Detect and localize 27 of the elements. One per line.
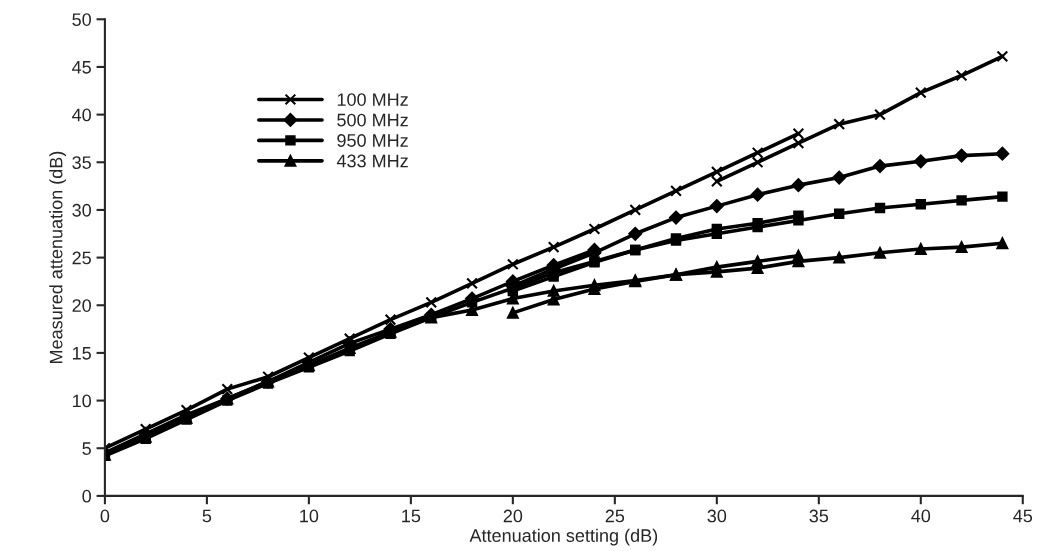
legend-label: 433 MHz bbox=[336, 154, 408, 168]
y-tick-label: 0 bbox=[82, 489, 91, 503]
x-axis-title: Attenuation setting (dB) bbox=[469, 528, 658, 546]
y-tick-label: 10 bbox=[73, 394, 91, 408]
x-tick-label: 5 bbox=[202, 509, 212, 523]
x-tick-label: 0 bbox=[100, 509, 110, 523]
x-tick-label: 25 bbox=[605, 509, 625, 523]
y-tick-label: 35 bbox=[72, 156, 91, 169]
y-tick-label: 25 bbox=[72, 251, 91, 265]
x-tick-label: 45 bbox=[1013, 509, 1033, 523]
x-tick-label: 40 bbox=[911, 509, 931, 523]
x-tick-label: 20 bbox=[503, 509, 523, 523]
y-axis-title: Measured attenuation (dB) bbox=[49, 151, 67, 363]
y-tick-label: 50 bbox=[72, 13, 91, 27]
y-tick-label: 30 bbox=[72, 203, 91, 217]
y-tick-label: 20 bbox=[72, 299, 91, 312]
y-tick-label: 45 bbox=[72, 61, 91, 74]
y-tick-label: 15 bbox=[73, 347, 91, 360]
legend-label: 500 MHz bbox=[337, 113, 408, 127]
y-tick-label: 40 bbox=[72, 108, 91, 122]
x-tick-label: 15 bbox=[402, 509, 421, 523]
legend-label: 950 MHz bbox=[337, 134, 408, 147]
legend-label: 100 MHz bbox=[337, 93, 408, 106]
x-tick-label: 35 bbox=[809, 509, 829, 523]
x-tick-label: 30 bbox=[707, 509, 727, 523]
x-tick-label: 10 bbox=[300, 509, 319, 523]
y-tick-label: 5 bbox=[82, 442, 91, 455]
